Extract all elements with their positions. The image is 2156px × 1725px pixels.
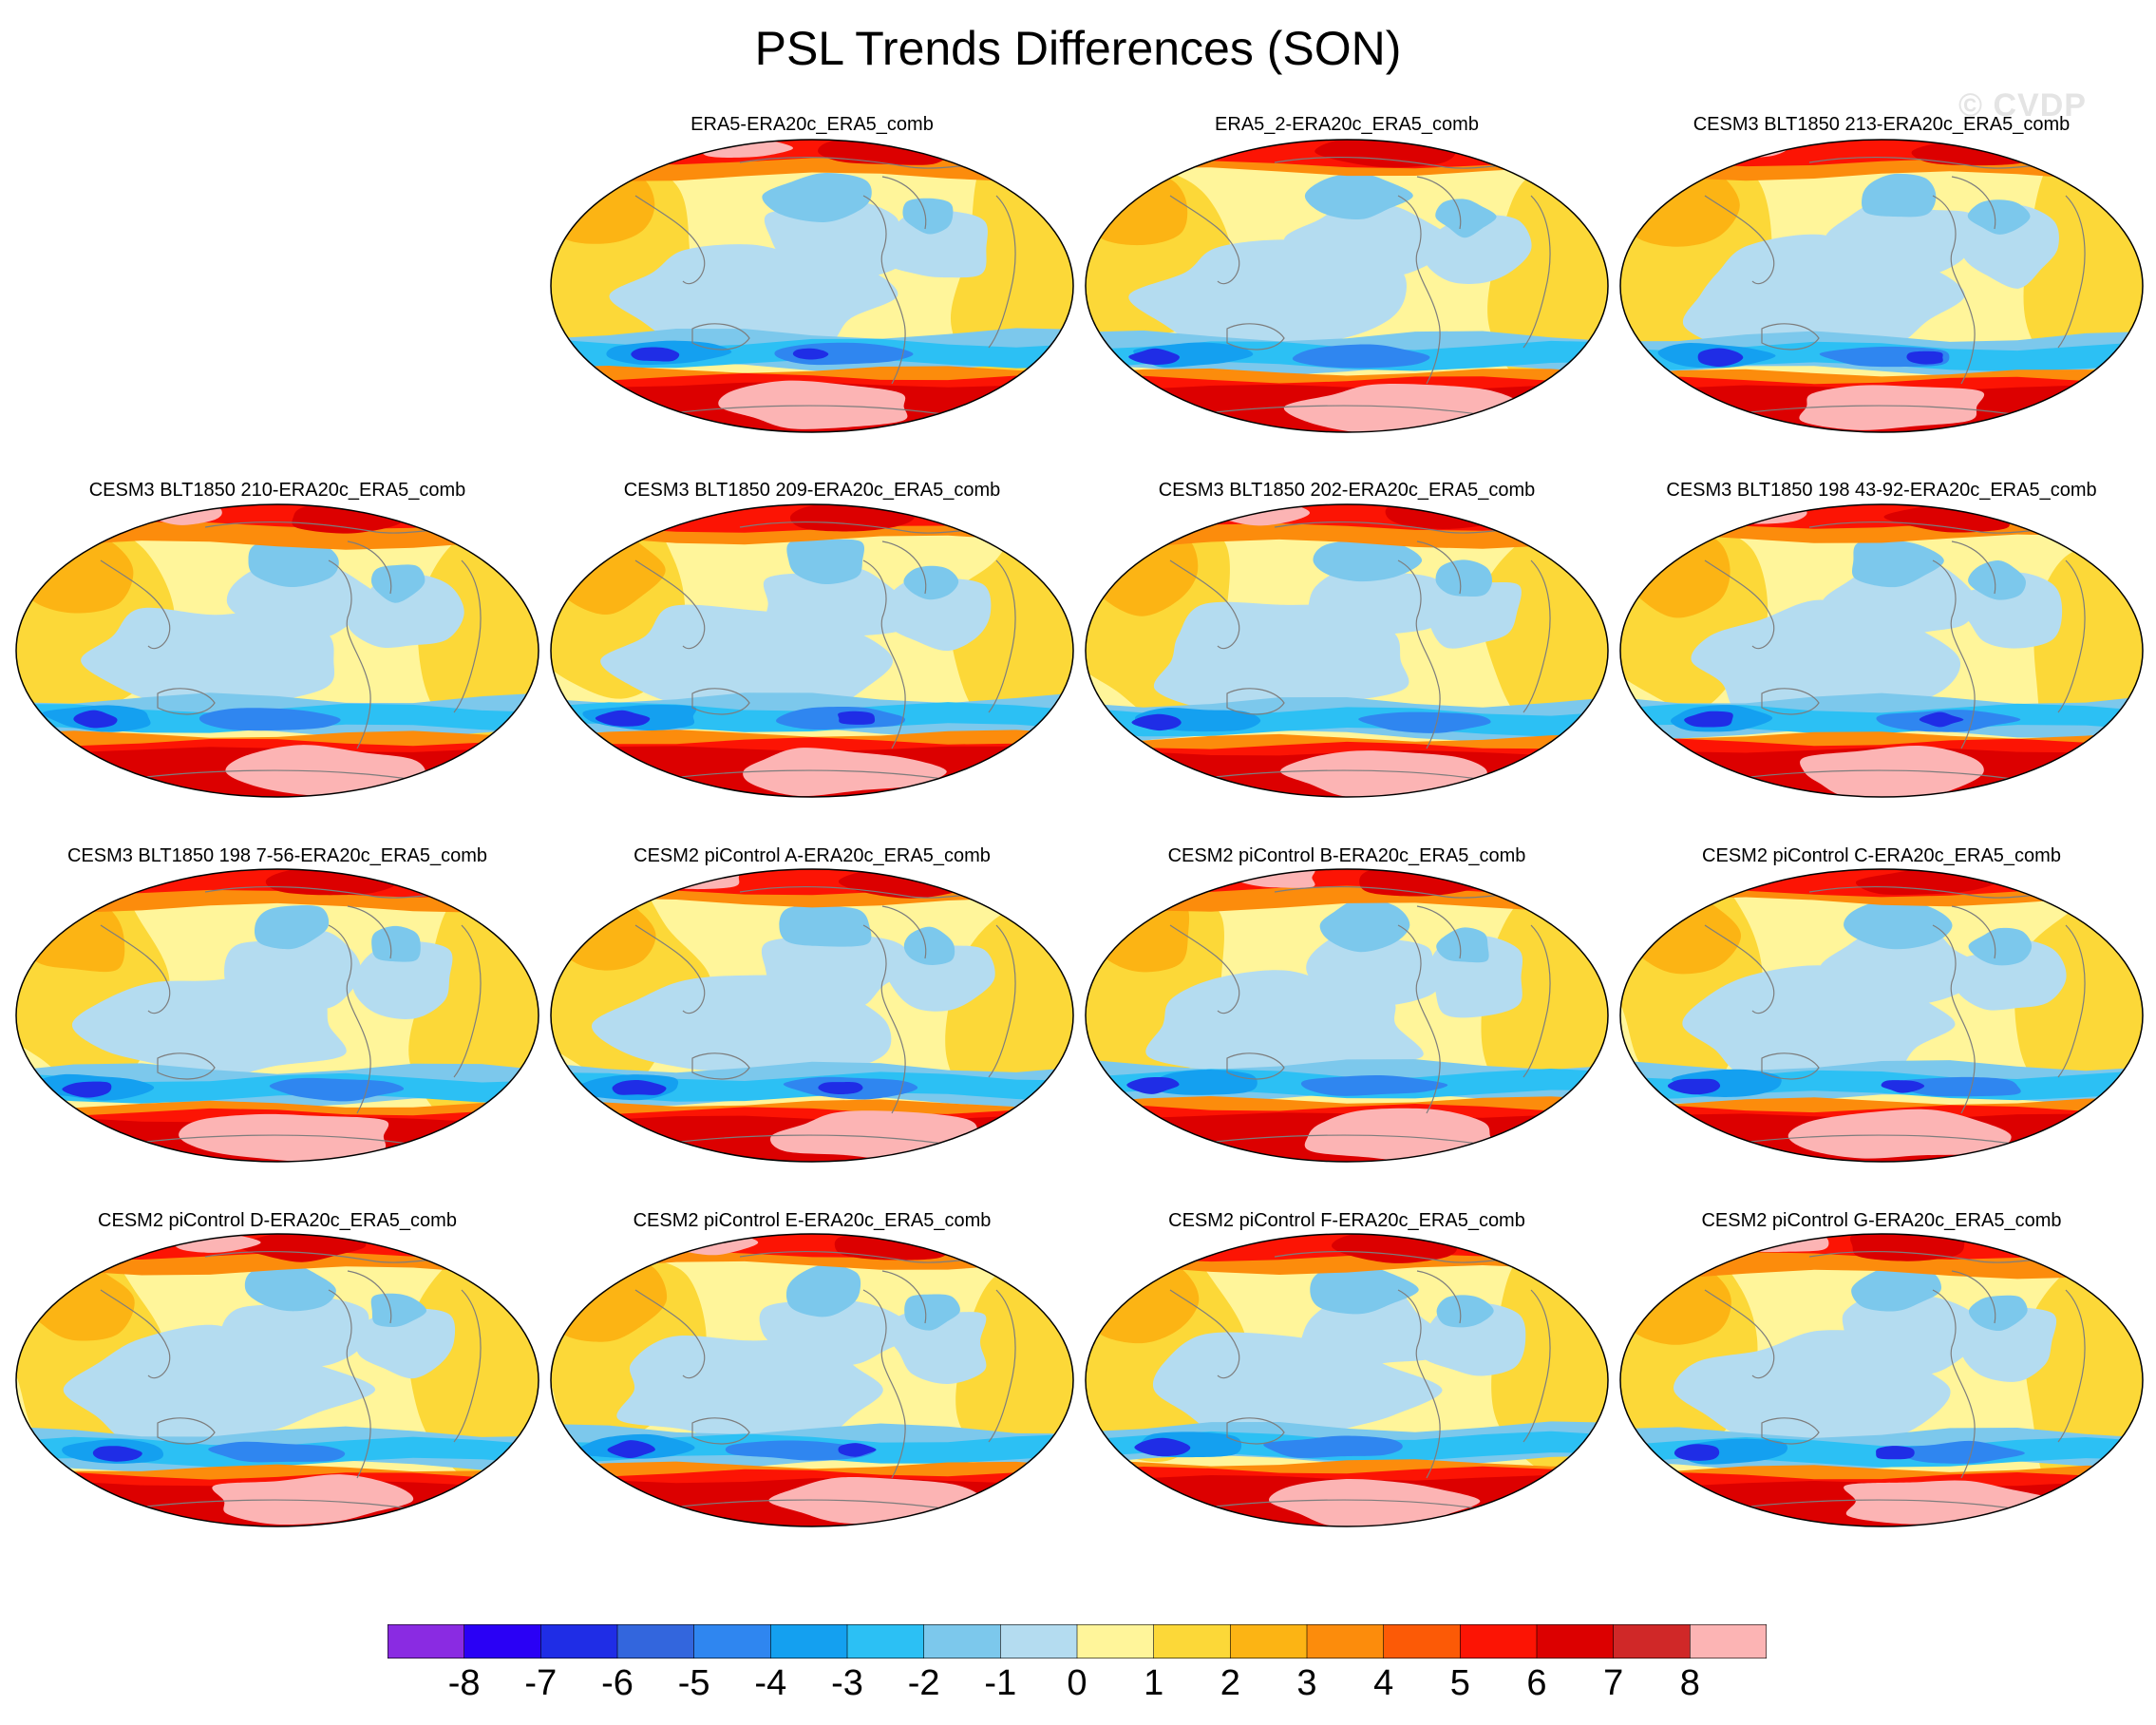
colorbar-box [1306,1624,1385,1659]
colorbar-box [1000,1624,1078,1659]
panel-map [1085,139,1609,433]
colorbar-label: 3 [1296,1663,1317,1703]
panel-map [15,868,539,1163]
colorbar-box [1536,1624,1615,1659]
colorbar-label: 5 [1449,1663,1470,1703]
panel-map [1085,1233,1609,1527]
colorbar-label: -7 [524,1663,558,1703]
panel-title: CESM2 piControl B-ERA20c_ERA5_comb [1167,845,1526,866]
colorbar-label: -6 [601,1663,634,1703]
colorbar-box [1230,1624,1308,1659]
panel-title: CESM2 piControl E-ERA20c_ERA5_comb [633,1210,992,1231]
colorbar-label: 6 [1526,1663,1547,1703]
panel-map [1085,868,1609,1163]
colorbar-box [846,1624,925,1659]
colorbar-box [463,1624,542,1659]
panel-map [1619,1233,2144,1527]
panel-map [550,868,1074,1163]
colorbar-box [693,1624,772,1659]
colorbar-box [1613,1624,1692,1659]
panel-map [15,1233,539,1527]
panel-title: CESM2 piControl C-ERA20c_ERA5_comb [1702,845,2061,866]
panel-map [1619,503,2144,798]
panel-map [550,503,1074,798]
colorbar-box [616,1624,695,1659]
panel-map [1085,503,1609,798]
chart-title: PSL Trends Differences (SON) [754,22,1402,75]
watermark: © CVDP [1958,87,2087,123]
panel-title: ERA5_2-ERA20c_ERA5_comb [1215,114,1479,135]
panel-title: CESM2 piControl F-ERA20c_ERA5_comb [1168,1210,1525,1231]
panel-map [1619,139,2144,433]
colorbar-box [1076,1624,1155,1659]
colorbar-label: -1 [984,1663,1017,1703]
colorbar-box [540,1624,618,1659]
panel-title: CESM2 piControl G-ERA20c_ERA5_comb [1701,1210,2062,1231]
panel-title: CESM3 BLT1850 198 7-56-ERA20c_ERA5_comb [66,845,488,866]
panel-title: CESM3 BLT1850 198 43-92-ERA20c_ERA5_comb [1666,480,2097,501]
colorbar-label: -4 [754,1663,787,1703]
colorbar-label: -3 [831,1663,863,1703]
panel-map [550,1233,1074,1527]
colorbar-label: 0 [1067,1663,1087,1703]
panel-map [1619,868,2144,1163]
colorbar-label: 8 [1679,1663,1700,1703]
colorbar-label: 4 [1373,1663,1394,1703]
colorbar-label: -5 [677,1663,710,1703]
colorbar-label: -8 [447,1663,481,1703]
panel-map [550,139,1074,433]
panel-title: CESM3 BLT1850 210-ERA20c_ERA5_comb [88,480,466,501]
panel-title: CESM3 BLT1850 209-ERA20c_ERA5_comb [623,480,1001,501]
colorbar-box [388,1624,465,1659]
colorbar-box [770,1624,848,1659]
colorbar-box [923,1624,1002,1659]
colorbar-label: 2 [1220,1663,1240,1703]
colorbar-box [1153,1624,1232,1659]
colorbar [388,1624,1767,1659]
panel-title: CESM2 piControl A-ERA20c_ERA5_comb [634,845,991,866]
colorbar-box [1460,1624,1538,1659]
panel-title: CESM3 BLT1850 202-ERA20c_ERA5_comb [1158,480,1536,501]
panel-title: ERA5-ERA20c_ERA5_comb [690,114,934,135]
colorbar-label: -2 [907,1663,940,1703]
panel-title: CESM2 piControl D-ERA20c_ERA5_comb [98,1210,457,1231]
colorbar-box [1690,1624,1767,1659]
colorbar-box [1383,1624,1462,1659]
colorbar-label: 1 [1144,1663,1164,1703]
panel-title: CESM3 BLT1850 213-ERA20c_ERA5_comb [1693,114,2071,135]
colorbar-label: 7 [1603,1663,1624,1703]
panel-map [15,503,539,798]
